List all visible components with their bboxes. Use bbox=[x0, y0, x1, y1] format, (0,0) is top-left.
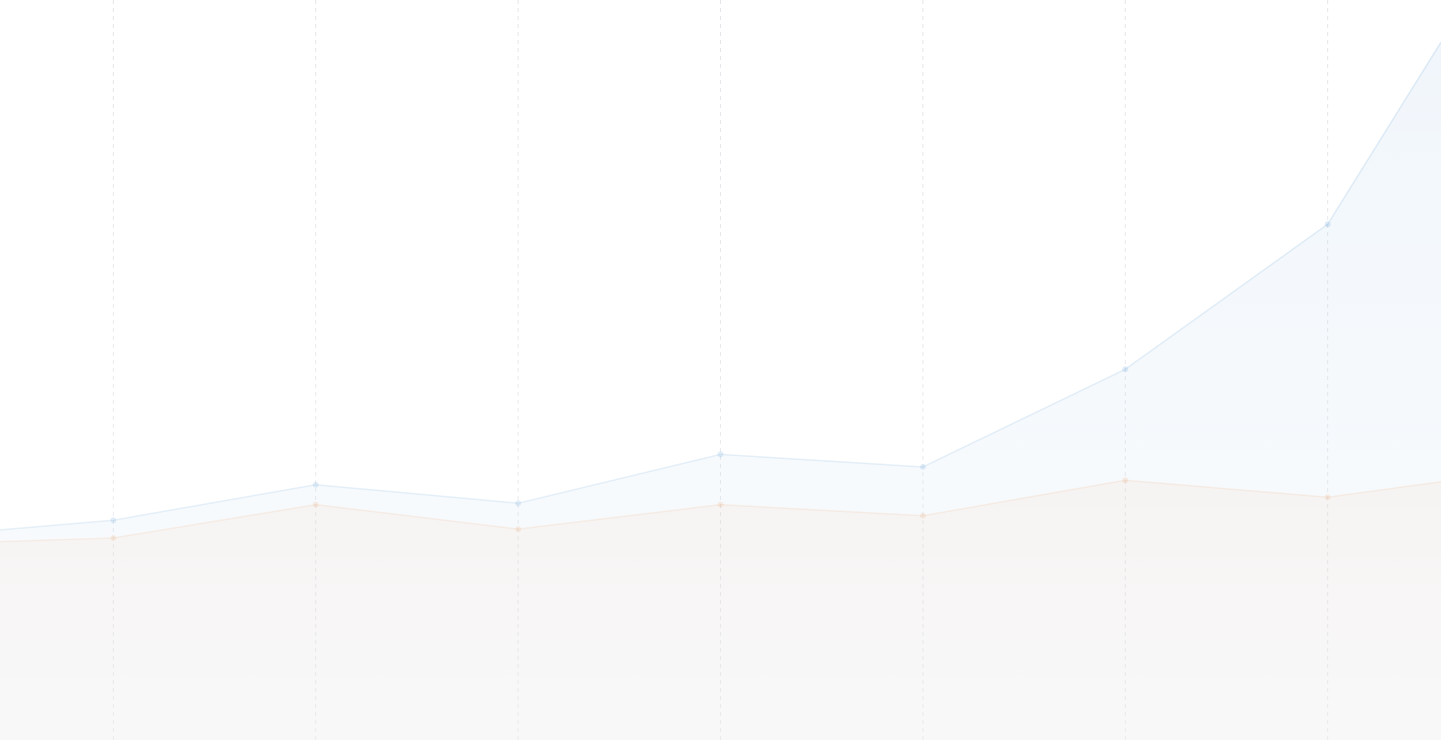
page: {"chart_data": {"type": "area", "x": [0.… bbox=[0, 0, 1441, 740]
fade-overlay bbox=[0, 0, 1441, 740]
chart bbox=[0, 0, 1441, 740]
